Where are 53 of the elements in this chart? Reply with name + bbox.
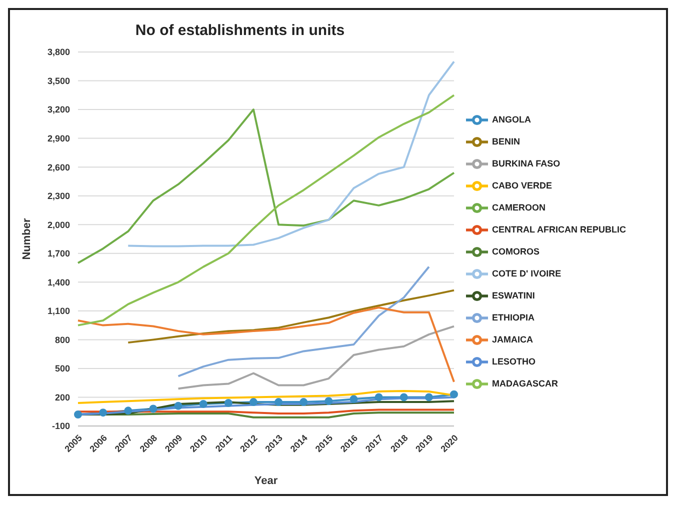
legend-label: JAMAICA	[492, 334, 534, 344]
point	[400, 393, 408, 402]
y-tick-label: 2,900	[47, 134, 70, 144]
legend-label: ETHIOPIA	[492, 312, 535, 322]
point	[124, 406, 132, 415]
point	[174, 402, 182, 410]
y-tick-label: 1,700	[47, 248, 70, 259]
y-tick-label: 3,800	[47, 47, 70, 58]
point	[300, 398, 308, 406]
y-tick-label: 1,400	[47, 277, 70, 288]
line-series	[177, 325, 455, 390]
y-tick-label: 3,200	[47, 104, 70, 115]
y-tick-label: 1,100	[47, 306, 70, 316]
y-tick-label: 500	[54, 364, 70, 374]
point	[374, 393, 383, 402]
legend-label: CABO VERDE	[492, 180, 552, 190]
y-axis-title: Number	[20, 218, 33, 260]
legend-label: MADAGASCAR	[492, 378, 558, 388]
line-series	[77, 306, 455, 383]
line-series	[127, 60, 455, 248]
point	[74, 410, 82, 418]
point	[199, 400, 208, 408]
point	[249, 398, 258, 406]
legend-label: CENTRAL AFRICAN REPUBLIC	[492, 224, 626, 234]
line-series	[77, 94, 455, 326]
legend-label: COMOROS	[492, 246, 540, 256]
y-tick-label: 2,600	[47, 162, 70, 172]
y-tick-label: 2,000	[47, 220, 70, 230]
point	[450, 390, 458, 398]
legend-label: LESOTHO	[492, 356, 536, 366]
legend-label: ANGOLA	[492, 114, 531, 124]
legend-label: COTE D' IVOIRE	[492, 268, 562, 278]
point	[224, 398, 232, 407]
y-tick-label: -100	[52, 421, 70, 432]
point	[350, 395, 358, 404]
legend-label: CAMEROON	[492, 202, 546, 212]
y-tick-label: 2,300	[47, 191, 70, 202]
point	[99, 408, 108, 417]
y-tick-label: 800	[54, 334, 70, 345]
legend-label: BENIN	[492, 136, 520, 146]
point	[274, 398, 283, 406]
y-tick-label: 3,500	[47, 76, 70, 86]
point	[424, 393, 433, 402]
line-series	[127, 289, 455, 344]
x-axis-title: Year	[254, 475, 278, 487]
chart-title: No of establishments in units	[134, 22, 346, 39]
point	[324, 397, 333, 406]
line-series	[177, 266, 430, 378]
legend-label: BURKINA FASO	[492, 158, 560, 168]
y-tick-label: 200	[54, 392, 70, 402]
legend-label: ESWATINI	[492, 290, 535, 300]
point	[149, 404, 158, 413]
line-series	[77, 108, 455, 264]
